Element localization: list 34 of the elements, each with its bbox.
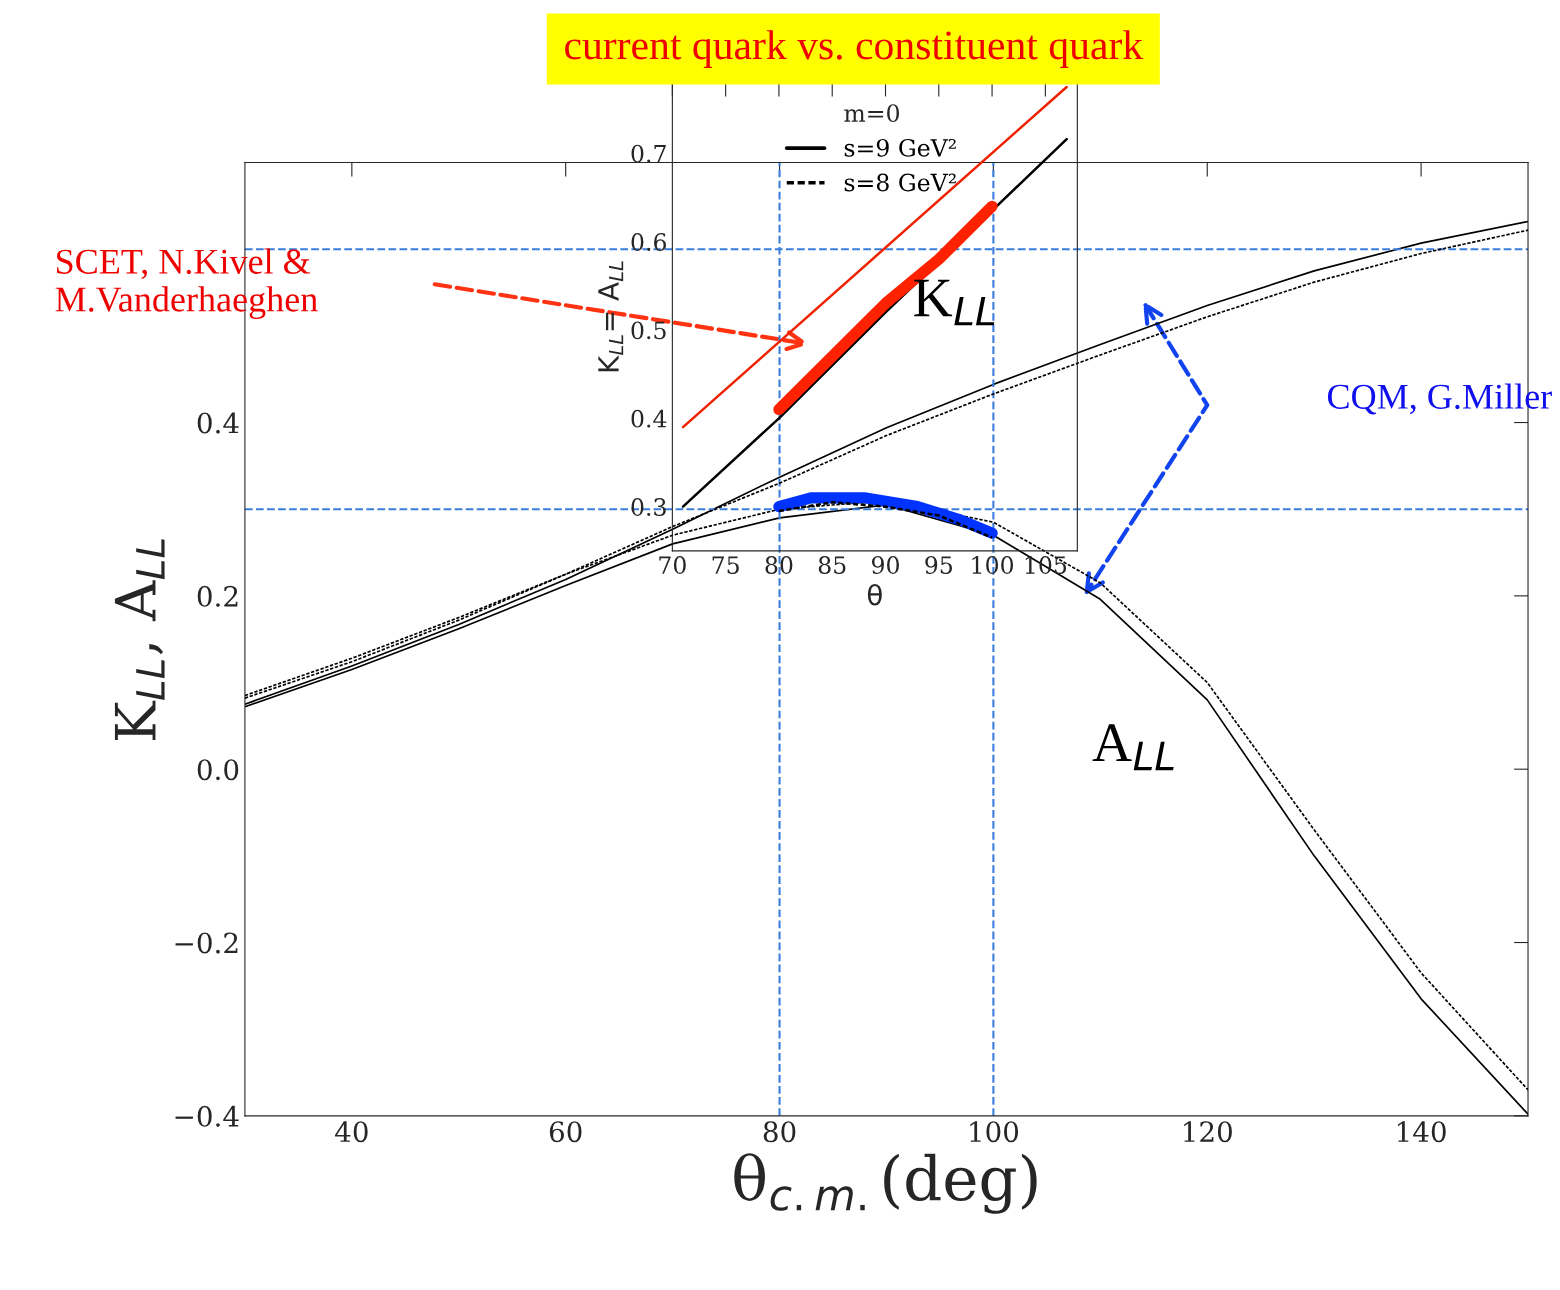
y-tick-label: 0.4 — [631, 409, 667, 428]
y-axis-title: K$_{LL}$, A$_{LL}$ — [114, 539, 165, 741]
y-tick-label: 0.6 — [631, 233, 667, 251]
x-tick-label: 120 — [1184, 1121, 1232, 1143]
y-tick-label: 0.5 — [631, 321, 666, 340]
x-tick-label: 90 — [871, 556, 899, 574]
annotation: CQM, G.Miller — [1327, 383, 1552, 415]
y-tick-label: 0.0 — [197, 759, 239, 781]
y-tick-label: 0.4 — [197, 412, 239, 434]
legend-label: s=8 GeV² — [844, 173, 956, 192]
y-tick-label: 0.7 — [631, 144, 666, 163]
legend-title: m=0 — [844, 104, 900, 123]
x-tick-label: 85 — [818, 556, 846, 574]
annotation: SCET, N.Kivel & M.Vanderhaeghen — [55, 248, 318, 320]
x-axis-title: θ — [867, 583, 882, 606]
legend-label: s=9 GeV² — [844, 138, 956, 157]
annotation: K$_{LL}$ — [914, 279, 995, 326]
x-tick-label: 80 — [765, 556, 793, 574]
y-axis-title: K$_{LL}$= A$_{LL}$ — [598, 261, 624, 372]
y-tick-label: 0.2 — [197, 585, 238, 607]
x-tick-label: 80 — [763, 1121, 796, 1143]
y-tick-label: −0.4 — [175, 1105, 239, 1127]
x-axis-title: θ$_{c.m.}$(deg) — [734, 1153, 1037, 1214]
chart-title: current quark vs. constituent quark — [565, 30, 1144, 68]
x-tick-label: 70 — [659, 556, 686, 574]
x-tick-label: 95 — [925, 556, 952, 574]
x-tick-label: 100 — [972, 556, 1014, 574]
x-tick-label: 100 — [970, 1121, 1019, 1143]
x-tick-label: 75 — [712, 556, 739, 574]
x-tick-label: 60 — [549, 1121, 582, 1143]
x-tick-label: 140 — [1397, 1121, 1446, 1143]
annotation: A$_{LL}$ — [1092, 724, 1174, 771]
x-tick-label: 40 — [335, 1121, 368, 1143]
y-tick-label: −0.2 — [175, 932, 238, 954]
